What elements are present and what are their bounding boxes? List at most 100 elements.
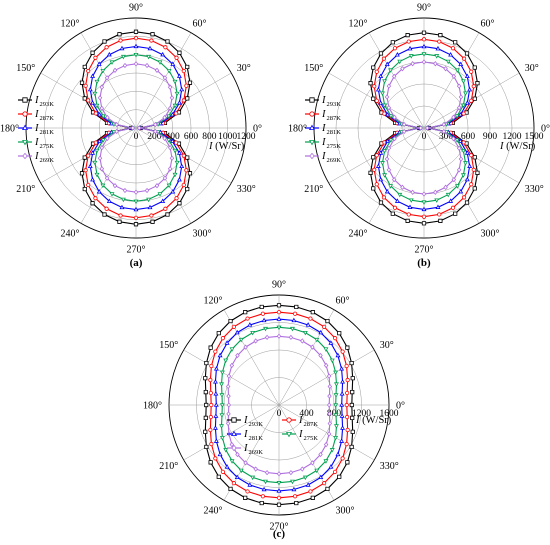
data-point <box>394 52 400 57</box>
angle-tick-label: 30° <box>237 63 251 74</box>
data-point <box>238 337 244 343</box>
legend-label: I281K <box>243 429 263 442</box>
data-point <box>181 68 186 74</box>
data-point <box>340 349 345 354</box>
data-point <box>384 188 390 194</box>
data-point <box>456 145 462 151</box>
data-point <box>318 451 323 458</box>
series-281K <box>375 43 473 212</box>
data-point <box>340 456 345 461</box>
angle-tick-label: 210° <box>16 184 35 195</box>
data-point <box>381 195 387 200</box>
data-point <box>162 175 168 181</box>
data-point <box>382 111 387 116</box>
data-point <box>382 173 388 178</box>
legend-label: I275K <box>321 137 341 150</box>
data-point <box>243 344 248 350</box>
data-point <box>204 444 209 450</box>
data-point <box>310 310 315 315</box>
legend-label: I269K <box>321 151 341 164</box>
data-point <box>294 304 299 310</box>
data-point <box>325 318 330 324</box>
data-point <box>209 402 214 408</box>
radial-tick-label: 400 <box>299 409 314 419</box>
data-point <box>149 213 154 218</box>
data-point <box>333 403 339 408</box>
data-point <box>90 176 96 182</box>
data-point <box>394 198 400 203</box>
data-point <box>327 383 333 390</box>
series-269K <box>97 61 175 195</box>
data-point <box>100 138 106 143</box>
data-point <box>109 60 115 65</box>
data-point <box>350 389 355 395</box>
polar-grid-spoke <box>183 404 280 461</box>
series-275K <box>92 52 180 205</box>
data-point <box>408 54 414 59</box>
data-point <box>187 80 193 85</box>
data-point <box>176 73 182 78</box>
data-point <box>99 84 105 90</box>
data-point <box>451 176 457 183</box>
legend-item: I275K <box>18 137 54 150</box>
data-point <box>97 95 103 101</box>
legend-marker <box>309 139 315 146</box>
data-point <box>368 170 373 175</box>
data-point <box>469 98 474 103</box>
data-point <box>276 303 282 308</box>
polar-grid <box>313 17 535 239</box>
data-point <box>464 176 470 182</box>
data-point <box>371 65 376 70</box>
angle-tick-label: 150° <box>16 63 35 74</box>
data-point <box>453 40 458 45</box>
data-point <box>99 145 105 151</box>
polar-chart-c: 0° 30° 60° 90° 120° 150° 180° 210° 240° 270° 300° 3… <box>143 280 405 541</box>
data-point <box>93 55 98 60</box>
data-point <box>388 114 394 119</box>
data-point <box>96 189 102 194</box>
legend-marker <box>286 431 292 438</box>
data-point <box>472 96 477 101</box>
legend-item: I281K <box>305 123 341 136</box>
data-point <box>231 481 236 486</box>
data-point <box>469 69 474 74</box>
data-point <box>310 460 315 466</box>
series-281K <box>212 316 346 493</box>
data-point <box>94 103 100 109</box>
data-point <box>179 163 185 169</box>
data-point <box>451 114 456 120</box>
series-275K <box>219 325 339 486</box>
data-point <box>167 105 173 111</box>
data-point <box>229 441 235 448</box>
data-point <box>157 60 163 65</box>
data-point <box>292 494 298 499</box>
angle-tick-label: 180° <box>143 401 162 412</box>
data-point <box>421 191 427 197</box>
data-point <box>166 114 172 119</box>
data-point <box>327 411 332 417</box>
data-point <box>260 494 266 499</box>
polar-grid-spoke <box>278 349 375 406</box>
data-point <box>167 84 173 90</box>
data-point <box>133 222 139 227</box>
data-point <box>323 459 329 464</box>
data-point <box>421 30 427 35</box>
polar-grid-spoke <box>368 32 425 129</box>
polar-grid-spoke <box>368 127 425 224</box>
angle-tick-label: 60° <box>193 19 207 30</box>
data-point <box>160 51 166 57</box>
data-point <box>99 166 105 172</box>
data-point <box>318 352 323 359</box>
data-point <box>380 91 385 96</box>
angle-tick-label: 240° <box>204 505 223 516</box>
data-point <box>388 184 394 189</box>
data-point <box>332 336 338 341</box>
data-point <box>288 469 294 476</box>
data-point <box>170 61 176 66</box>
data-point <box>213 402 219 407</box>
data-point <box>203 389 208 395</box>
data-point <box>235 451 240 458</box>
data-point <box>247 322 253 327</box>
data-point <box>231 324 236 329</box>
